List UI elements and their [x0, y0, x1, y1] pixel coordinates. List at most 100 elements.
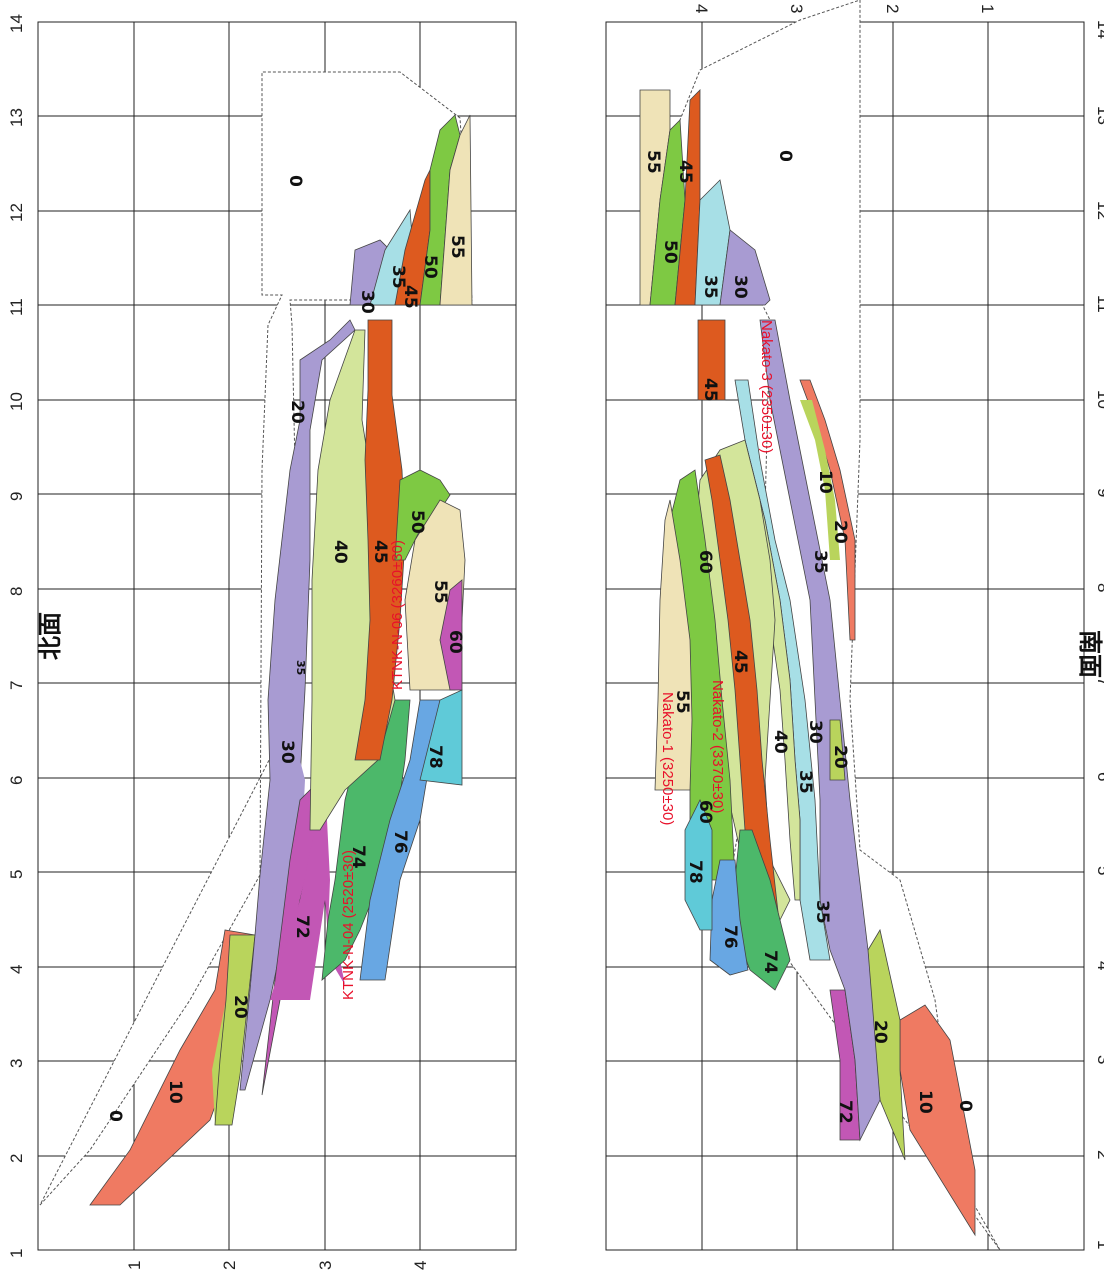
- north-label-20-top: 20: [287, 400, 307, 424]
- south-xtick-2: 2: [1094, 1150, 1104, 1159]
- south-label-55-right: 55: [643, 150, 663, 174]
- north-unit-30: [239, 319, 356, 1091]
- south-label-35: 35: [812, 900, 832, 924]
- north-panel-title: 北面: [36, 612, 64, 660]
- north-label-60: 60: [445, 630, 465, 654]
- south-label-35c: 35: [810, 550, 830, 574]
- south-xtick-3: 3: [1094, 1055, 1104, 1064]
- south-xtick-1: 1: [1094, 1240, 1104, 1249]
- south-unit-74: [734, 829, 791, 991]
- south-label-45b: 45: [700, 378, 720, 402]
- south-unit-78: [684, 799, 713, 931]
- north-xtick-1: 1: [7, 1249, 26, 1258]
- south-unit-30-right: [719, 229, 771, 306]
- north-label-50-right: 50: [420, 255, 440, 279]
- north-label-55-right: 55: [447, 235, 467, 259]
- north-xtick-11: 11: [7, 298, 26, 316]
- north-unit-35-right: [369, 208, 413, 306]
- south-unit-35-right: [694, 179, 731, 306]
- south-label-40: 40: [770, 730, 790, 754]
- north-label-35-right: 35: [388, 265, 408, 289]
- south-label-60b: 60: [695, 550, 715, 574]
- south-xtick-7: 7: [1094, 677, 1104, 686]
- north-xtick-13: 13: [7, 108, 26, 127]
- south-panel-title: 南面: [1076, 630, 1104, 678]
- north-xtick-9: 9: [7, 492, 26, 501]
- north-xtick-14: 14: [7, 14, 26, 33]
- south-wall-panel: 0 10 20 72 35 74 76 78 60 55 60 45 40 30…: [605, 0, 1104, 1251]
- south-unit-10b: [799, 379, 856, 641]
- north-xtick-4: 4: [7, 965, 26, 974]
- north-label-50: 50: [407, 510, 427, 534]
- north-ytick-4: 4: [411, 1261, 430, 1270]
- north-ytick-2: 2: [220, 1261, 239, 1270]
- south-label-10: 10: [915, 1090, 935, 1114]
- north-unit-45: [354, 319, 406, 761]
- south-label-72: 72: [835, 1100, 855, 1124]
- south-xtick-5: 5: [1094, 866, 1104, 875]
- south-label-30-right: 30: [730, 275, 750, 299]
- north-label-40: 40: [330, 540, 350, 564]
- north-xtick-12: 12: [7, 203, 26, 222]
- south-label-35-right: 35: [700, 275, 720, 299]
- south-xtick-10: 10: [1094, 390, 1104, 409]
- north-label-30: 30: [277, 740, 297, 764]
- south-label-45-right: 45: [675, 160, 695, 184]
- south-unit-45: [704, 454, 781, 931]
- south-label-0-right: 0: [775, 150, 795, 162]
- south-ytick-4: 4: [692, 4, 711, 13]
- south-unit-30: [759, 319, 881, 1142]
- south-unit-20b: [829, 719, 846, 781]
- south-label-60: 60: [695, 800, 715, 824]
- north-ytick-1: 1: [125, 1261, 144, 1270]
- north-sample-ktnk-n-06: KTNK-N-06 (3260±30): [389, 540, 406, 690]
- south-label-20b: 20: [830, 745, 850, 769]
- north-label-55: 55: [430, 580, 450, 604]
- north-wall-panel: 0 10 20 30 35 40 45 50 55 60 72 74 76 78…: [7, 14, 517, 1270]
- south-label-10b: 10: [815, 470, 835, 494]
- south-label-76: 76: [720, 925, 740, 949]
- south-xtick-9: 9: [1094, 488, 1104, 497]
- north-xtick-8: 8: [7, 587, 26, 596]
- south-label-20c: 20: [830, 520, 850, 544]
- south-unit-10: [899, 1004, 976, 1237]
- north-xtick-10: 10: [7, 392, 26, 411]
- south-label-20: 20: [870, 1020, 890, 1044]
- north-unit-30-right: [349, 239, 391, 306]
- south-unit-45-box: [697, 319, 726, 401]
- south-xtick-4: 4: [1094, 961, 1104, 970]
- north-label-35: 35: [294, 660, 307, 675]
- south-xtick-13: 13: [1094, 106, 1104, 125]
- north-unit-74: [321, 699, 411, 981]
- south-label-45: 45: [730, 650, 750, 674]
- north-label-45: 45: [370, 540, 390, 564]
- south-unit-20c: [800, 400, 840, 560]
- north-xtick-3: 3: [7, 1059, 26, 1068]
- north-xtick-2: 2: [7, 1154, 26, 1163]
- south-sample-nakato-2: Nakato-2 (3370±30): [709, 680, 726, 813]
- south-label-35b: 35: [795, 770, 815, 794]
- south-ytick-1: 1: [978, 4, 997, 13]
- south-label-50-right: 50: [660, 240, 680, 264]
- north-xtick-7: 7: [7, 681, 26, 690]
- north-unit-50: [394, 469, 451, 561]
- north-sample-ktnk-n-04: KTNK-N-04 (2520±30): [340, 850, 357, 1000]
- north-label-76: 76: [390, 830, 410, 854]
- south-sample-nakato-1: Nakato-1 (3250±30): [659, 692, 676, 825]
- south-unit-76: [709, 859, 749, 976]
- north-label-78: 78: [425, 745, 445, 769]
- north-unit-55-right: [439, 114, 473, 306]
- south-ytick-2: 2: [883, 4, 902, 13]
- north-label-0: 0: [105, 1110, 125, 1122]
- south-xtick-12: 12: [1094, 201, 1104, 220]
- north-label-45-right: 45: [400, 285, 420, 309]
- north-label-20: 20: [230, 995, 250, 1019]
- south-xtick-8: 8: [1094, 583, 1104, 592]
- south-label-74: 74: [760, 950, 780, 974]
- south-label-78: 78: [685, 860, 705, 884]
- south-xtick-11: 11: [1094, 295, 1104, 313]
- south-unit-55: [654, 499, 693, 791]
- north-label-0-right: 0: [285, 175, 305, 187]
- south-label-30: 30: [805, 720, 825, 744]
